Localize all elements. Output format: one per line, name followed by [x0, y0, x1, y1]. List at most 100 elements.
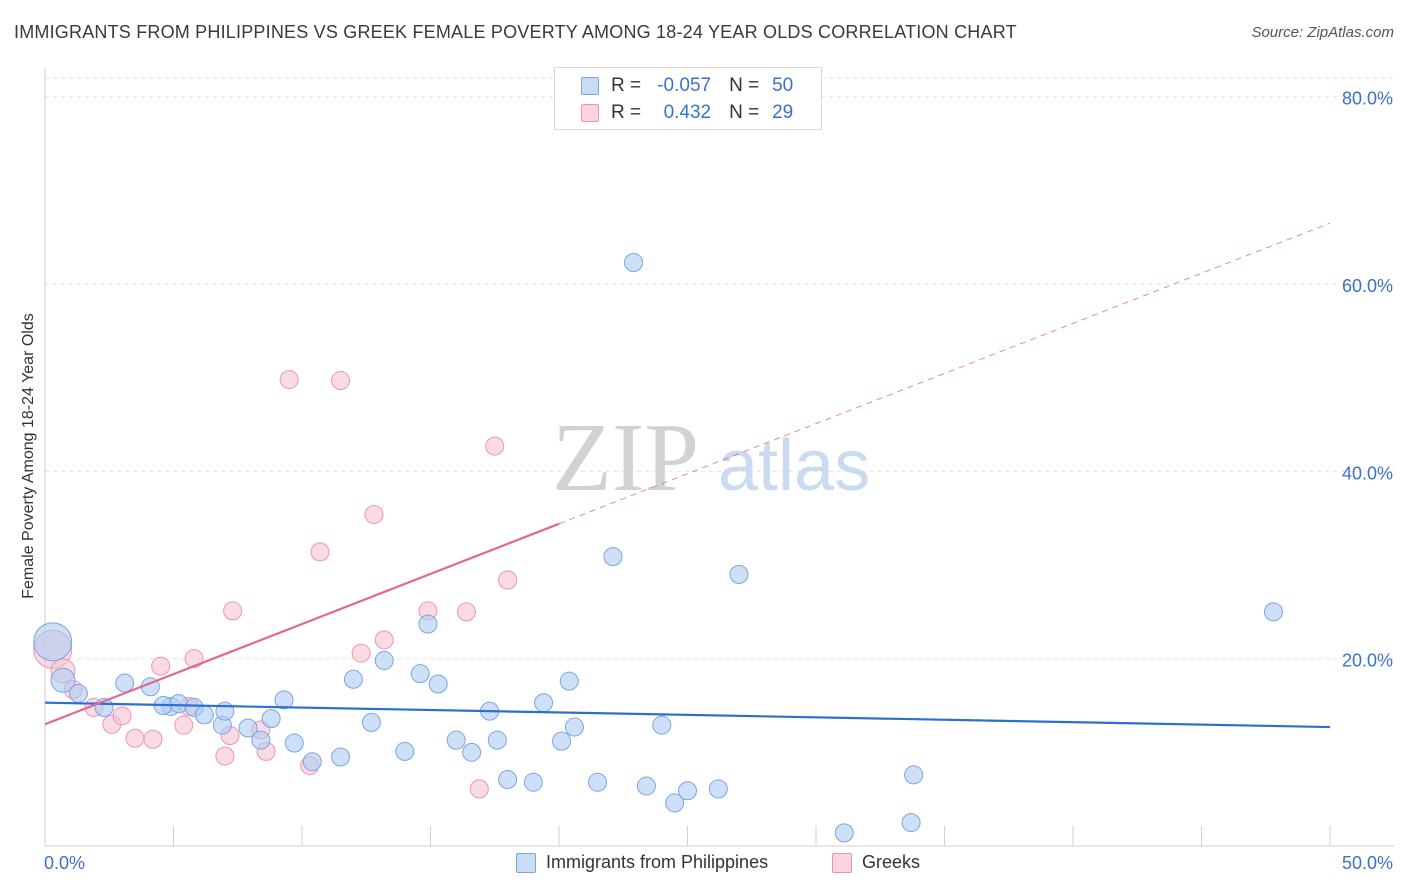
greeks-point [331, 371, 351, 391]
philippines-point [302, 752, 322, 772]
y-tick-label: 20.0% [1342, 651, 1393, 671]
philippines-point [215, 701, 235, 721]
greeks-point [125, 728, 145, 748]
chart-title: IMMIGRANTS FROM PHILIPPINES VS GREEK FEM… [14, 22, 1017, 42]
philippines-point [901, 813, 921, 833]
greeks-points [33, 370, 518, 799]
greeks-point [310, 542, 330, 562]
philippines-point [729, 564, 749, 584]
philippines-point [665, 793, 685, 813]
correlation-legend: R = -0.057 N = 50 R = 0.432 N = 29 [554, 67, 822, 130]
greeks-trend-line-extension [558, 222, 1331, 525]
legend-row-philippines: R = -0.057 N = 50 [581, 74, 793, 98]
philippines-point [261, 709, 281, 729]
philippines-points [33, 253, 1283, 843]
y-tick-label: 40.0% [1342, 463, 1393, 483]
greeks-point [498, 570, 518, 590]
philippines-point [238, 718, 258, 738]
philippines-point [652, 715, 672, 735]
legend-r-label: R = [611, 102, 642, 123]
philippines-point [428, 674, 448, 694]
greeks-point [184, 649, 204, 669]
greeks-point [364, 504, 384, 524]
greeks-point [112, 706, 132, 726]
legend-label-philippines: Immigrants from Philippines [546, 852, 769, 872]
philippines-point [68, 683, 88, 703]
greeks-point [485, 436, 505, 456]
greeks-point [351, 643, 371, 663]
legend-n-value: 29 [772, 102, 794, 123]
greeks-point [223, 601, 243, 621]
philippines-point [834, 823, 854, 843]
philippines-point [564, 717, 584, 737]
legend-swatch-pink [581, 104, 599, 122]
greeks-point [215, 746, 235, 766]
legend-r-value: -0.057 [657, 75, 712, 96]
legend-swatch-blue [581, 77, 599, 95]
tick-labels: 20.0% 40.0% 60.0% 80.0% 0.0% 50.0% [44, 89, 1393, 873]
philippines-point [418, 614, 438, 634]
philippines-point [1263, 602, 1283, 622]
legend-n-value: 50 [772, 75, 794, 96]
axes [44, 68, 1394, 847]
philippines-point [624, 253, 644, 273]
legend-item-philippines: Immigrants from Philippines [516, 852, 768, 873]
grid-lines [45, 77, 1394, 660]
legend-r-label: R = [611, 75, 642, 96]
legend-row-greeks: R = 0.432 N = 29 [581, 101, 793, 125]
philippines-point [374, 651, 394, 671]
greeks-point [456, 602, 476, 622]
philippines-point [446, 730, 466, 750]
philippines-point [251, 730, 271, 750]
greeks-point [374, 630, 394, 650]
philippines-point [534, 693, 554, 713]
philippines-point [395, 741, 415, 761]
greeks-point [174, 715, 194, 735]
philippines-point [588, 772, 608, 792]
philippines-point [115, 673, 135, 693]
x-tick-label: 50.0% [1342, 853, 1393, 873]
watermark-atlas: atlas [718, 426, 870, 506]
greeks-point [151, 656, 171, 676]
philippines-point [284, 733, 304, 753]
philippines-point [498, 770, 518, 790]
philippines-point [50, 667, 76, 693]
legend-swatch-pink [832, 852, 852, 873]
philippines-point [559, 671, 579, 691]
philippines-point [523, 772, 543, 792]
philippines-point [462, 742, 482, 762]
legend-swatch-blue [516, 852, 536, 873]
philippines-point [331, 747, 351, 767]
series-legend: Immigrants from Philippines Greeks [0, 852, 1406, 878]
legend-n-label: N = [729, 102, 760, 123]
greeks-trend-line [44, 522, 560, 726]
philippines-point [678, 781, 697, 801]
philippines-point [708, 779, 728, 799]
legend-n-label: N = [729, 75, 760, 96]
y-tick-label: 60.0% [1342, 276, 1393, 296]
trend-lines [44, 222, 1331, 729]
legend-r-value: 0.432 [663, 102, 712, 123]
greeks-point [469, 779, 489, 799]
legend-label-greeks: Greeks [862, 852, 921, 872]
source-label: Source: ZipAtlas.com [1251, 24, 1394, 41]
greeks-point [143, 729, 163, 749]
watermark: ZIP atlas [552, 404, 870, 512]
philippines-point [603, 547, 623, 567]
philippines-point [410, 664, 430, 684]
philippines-point [487, 730, 507, 750]
philippines-point [361, 712, 381, 732]
philippines-point [343, 669, 363, 689]
legend-item-greeks: Greeks [832, 852, 920, 873]
philippines-point [274, 690, 294, 710]
philippines-point [904, 765, 924, 785]
watermark-zip: ZIP [552, 404, 699, 512]
philippines-point [33, 622, 73, 662]
greeks-point [279, 370, 299, 390]
philippines-trend-line [44, 701, 1331, 729]
philippines-point [194, 705, 214, 725]
philippines-point [552, 731, 572, 751]
philippines-point [636, 776, 656, 796]
y-tick-label: 80.0% [1342, 89, 1393, 109]
